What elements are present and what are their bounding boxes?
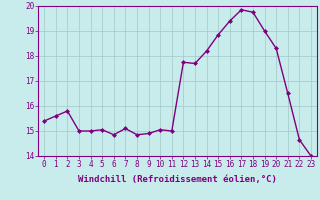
X-axis label: Windchill (Refroidissement éolien,°C): Windchill (Refroidissement éolien,°C) — [78, 175, 277, 184]
